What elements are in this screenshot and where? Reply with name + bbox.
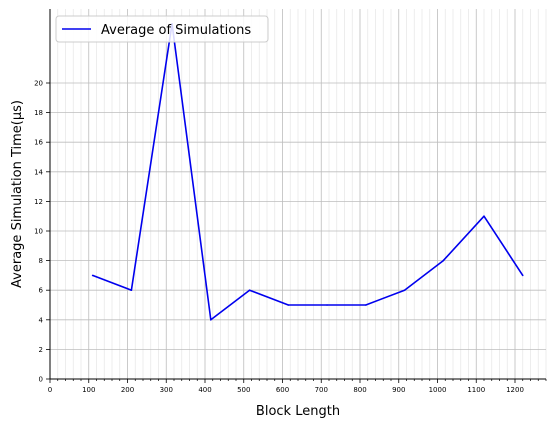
y-tick-label: 20 (34, 80, 43, 88)
y-tick-label: 0 (39, 376, 43, 384)
y-tick-label: 16 (34, 139, 43, 147)
data-point (403, 289, 406, 292)
legend-box (55, 15, 269, 43)
x-axis-label: Block Length (256, 404, 340, 419)
data-point (130, 289, 133, 292)
y-tick-label: 14 (34, 168, 43, 176)
y-ticks: 0 2 4 6 8 10 12 14 16 18 20 (34, 80, 50, 384)
legend-label: Average of Simulations (101, 23, 251, 38)
x-tick-label: 0 (48, 386, 52, 394)
data-point (365, 304, 367, 306)
y-tick-label: 2 (39, 346, 43, 354)
x-tick-label: 1100 (467, 386, 485, 394)
x-tick-label: 700 (315, 386, 328, 394)
minor-grid (57, 9, 547, 379)
x-ticks: 0 100 200 300 400 500 600 700 800 900 1000 1100 1200 (48, 379, 547, 394)
y-tick-label: 18 (34, 109, 43, 117)
x-tick-label: 200 (121, 386, 134, 394)
x-tick-label: 800 (353, 386, 366, 394)
data-point (326, 304, 328, 306)
x-tick-label: 400 (198, 386, 211, 394)
data-point (210, 319, 212, 321)
x-tick-label: 300 (160, 386, 173, 394)
y-axis-label: Average Simulation Time(μs) (10, 100, 25, 288)
x-tick-label: 500 (237, 386, 250, 394)
data-point (287, 304, 290, 306)
data-point (442, 259, 445, 262)
data-point (521, 274, 524, 277)
x-tick-label: 100 (82, 386, 95, 394)
y-tick-label: 10 (34, 228, 43, 236)
y-tick-label: 4 (39, 316, 44, 324)
data-point (483, 215, 485, 217)
y-tick-label: 8 (39, 257, 43, 265)
x-tick-label: 900 (392, 386, 405, 394)
x-tick-label: 1200 (506, 386, 524, 394)
data-point (91, 274, 94, 277)
legend: Average of Simulations (55, 15, 269, 43)
y-tick-label: 6 (39, 287, 44, 295)
y-tick-label: 12 (34, 198, 43, 206)
x-tick-label: 1000 (429, 386, 447, 394)
x-tick-label: 600 (276, 386, 289, 394)
data-point (248, 289, 251, 292)
series-line (92, 22, 524, 321)
